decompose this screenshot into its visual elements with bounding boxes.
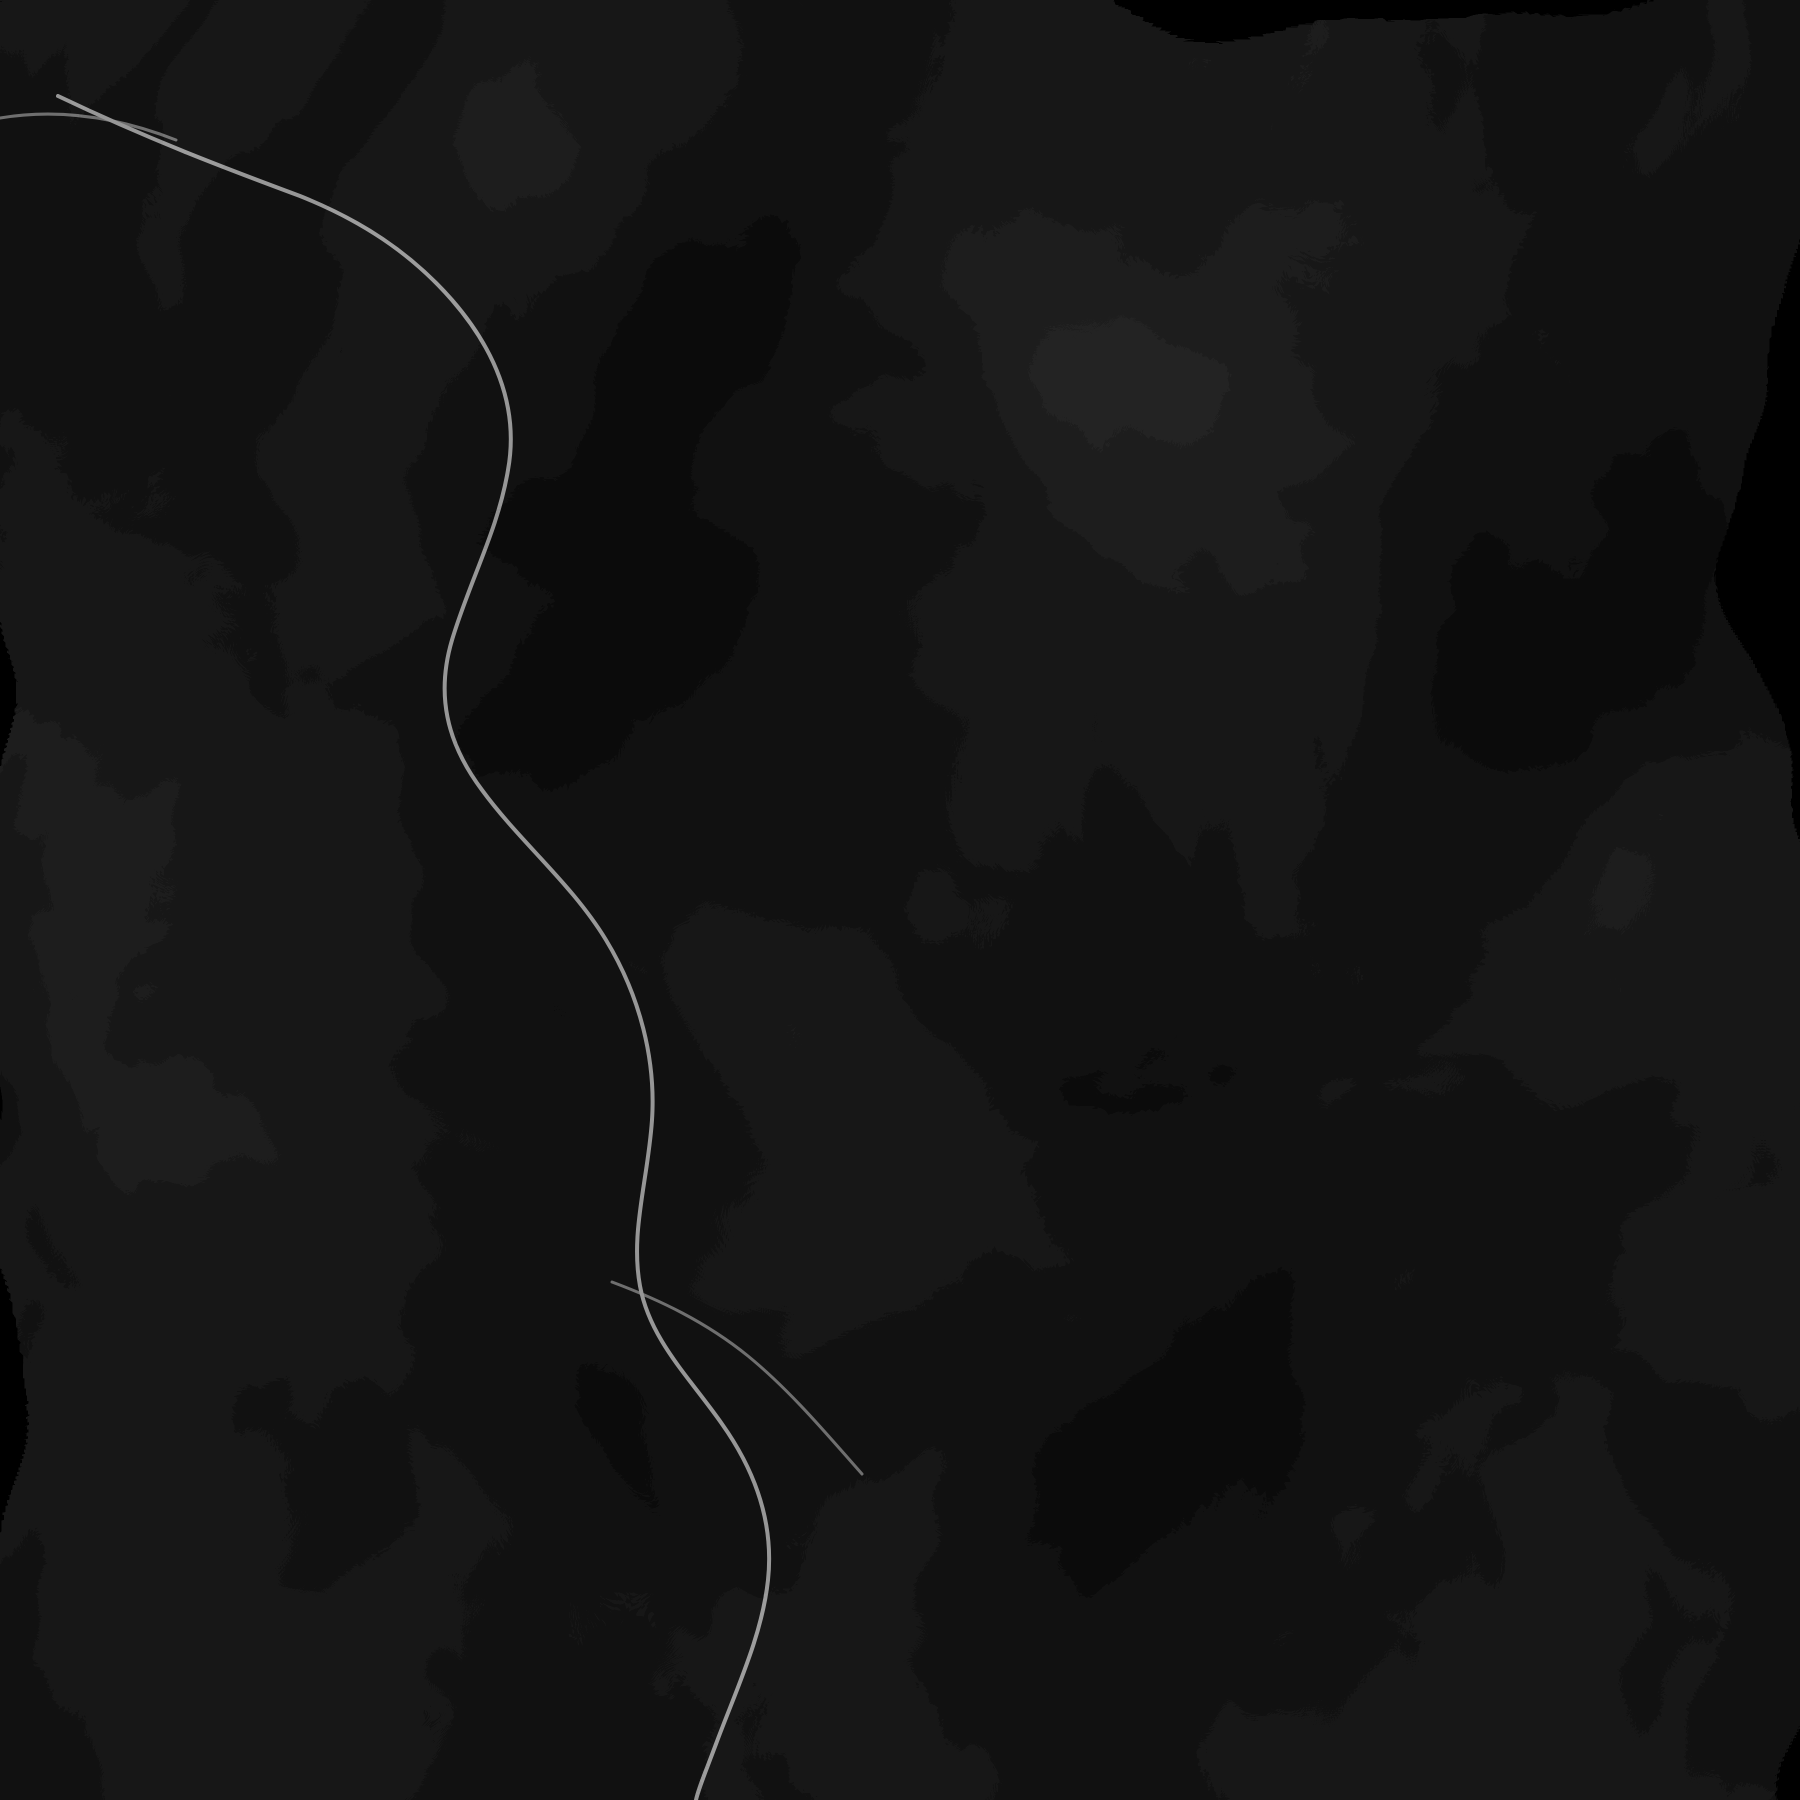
image-canvas: Edge-to-edge quantized false-color remot…	[0, 0, 1800, 1800]
false-color-satellite-raster	[0, 0, 1800, 1800]
layer-posterize-overlay	[0, 0, 1800, 1800]
